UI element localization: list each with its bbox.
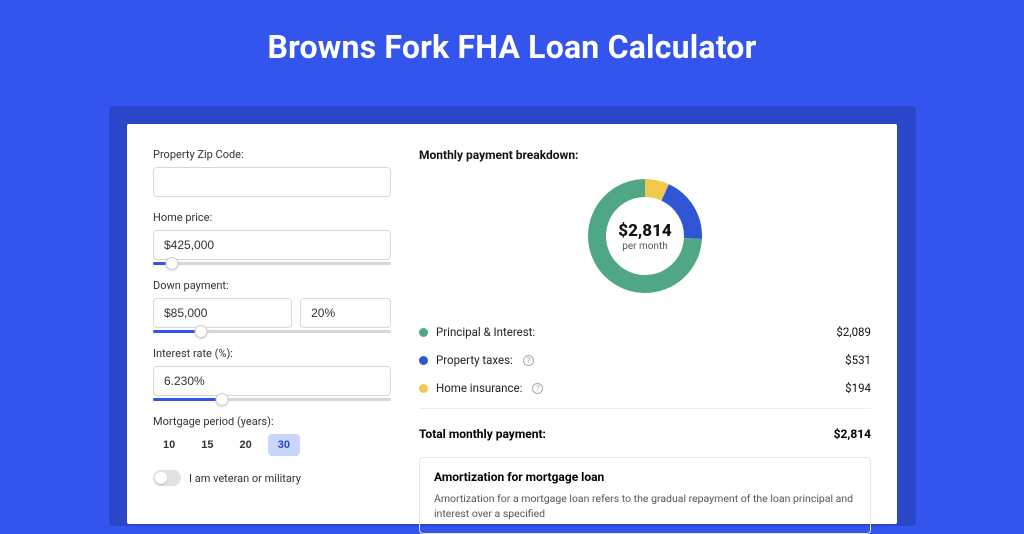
legend-row-2: Home insurance:? $194 [419, 374, 871, 402]
total-value: $2,814 [834, 427, 871, 441]
legend: Principal & Interest: $2,089 Property taxe… [419, 318, 871, 402]
interest-input[interactable] [153, 366, 391, 396]
veteran-label: I am veteran or military [189, 472, 301, 485]
zip-field: Property Zip Code: [153, 148, 391, 197]
period-option-10[interactable]: 10 [153, 434, 185, 456]
zip-label: Property Zip Code: [153, 148, 391, 161]
interest-slider[interactable] [153, 398, 391, 401]
donut-chart: $2,814 per month [581, 172, 709, 300]
home-price-field: Home price: [153, 211, 391, 265]
inputs-column: Property Zip Code: Home price: Down paym… [153, 148, 391, 500]
period-option-20[interactable]: 20 [230, 434, 262, 456]
legend-left-1: Property taxes:? [419, 353, 534, 367]
home-price-slider[interactable] [153, 262, 391, 265]
down-payment-field: Down payment: [153, 279, 391, 333]
total-row: Total monthly payment: $2,814 [419, 417, 871, 441]
info-icon[interactable]: ? [523, 355, 534, 366]
interest-label: Interest rate (%): [153, 347, 391, 360]
period-options: 10 15 20 30 [153, 434, 391, 456]
legend-dot-2 [419, 384, 428, 393]
legend-label-2: Home insurance: [436, 381, 522, 395]
home-price-slider-thumb[interactable] [166, 257, 179, 270]
calculator-card: Property Zip Code: Home price: Down paym… [127, 124, 897, 524]
legend-dot-1 [419, 356, 428, 365]
zip-input[interactable] [153, 167, 391, 197]
period-label: Mortgage period (years): [153, 415, 391, 428]
breakdown-column: Monthly payment breakdown: $2,814 per mo… [419, 148, 871, 500]
down-payment-amount-input[interactable] [153, 298, 292, 328]
legend-left-0: Principal & Interest: [419, 325, 535, 339]
period-field: Mortgage period (years): 10 15 20 30 [153, 415, 391, 456]
amortization-box: Amortization for mortgage loan Amortizat… [419, 457, 871, 534]
interest-field: Interest rate (%): [153, 347, 391, 401]
veteran-toggle[interactable] [153, 470, 181, 486]
down-payment-label: Down payment: [153, 279, 391, 292]
period-option-15[interactable]: 15 [191, 434, 223, 456]
legend-row-0: Principal & Interest: $2,089 [419, 318, 871, 346]
donut-sub: per month [622, 241, 668, 252]
legend-label-0: Principal & Interest: [436, 325, 535, 339]
legend-label-1: Property taxes: [436, 353, 513, 367]
info-icon[interactable]: ? [532, 383, 543, 394]
donut-center: $2,814 per month [581, 172, 709, 300]
page-title: Browns Fork FHA Loan Calculator [0, 0, 1024, 86]
legend-row-1: Property taxes:? $531 [419, 346, 871, 374]
legend-left-2: Home insurance:? [419, 381, 543, 395]
legend-divider [419, 408, 871, 409]
total-label: Total monthly payment: [419, 427, 546, 441]
amortization-text: Amortization for a mortgage loan refers … [434, 492, 856, 521]
interest-slider-thumb[interactable] [216, 393, 229, 406]
amortization-title: Amortization for mortgage loan [434, 470, 856, 484]
legend-value-1: $531 [845, 353, 871, 367]
home-price-label: Home price: [153, 211, 391, 224]
breakdown-title: Monthly payment breakdown: [419, 148, 871, 162]
home-price-input[interactable] [153, 230, 391, 260]
interest-slider-fill [153, 398, 222, 401]
down-payment-slider-thumb[interactable] [194, 325, 207, 338]
donut-chart-wrap: $2,814 per month [419, 172, 871, 300]
period-option-30[interactable]: 30 [268, 434, 300, 456]
veteran-row: I am veteran or military [153, 470, 391, 486]
legend-value-2: $194 [845, 381, 871, 395]
legend-dot-0 [419, 328, 428, 337]
donut-amount: $2,814 [618, 221, 671, 241]
down-payment-slider[interactable] [153, 330, 391, 333]
down-payment-pct-input[interactable] [300, 298, 391, 328]
legend-value-0: $2,089 [836, 325, 871, 339]
